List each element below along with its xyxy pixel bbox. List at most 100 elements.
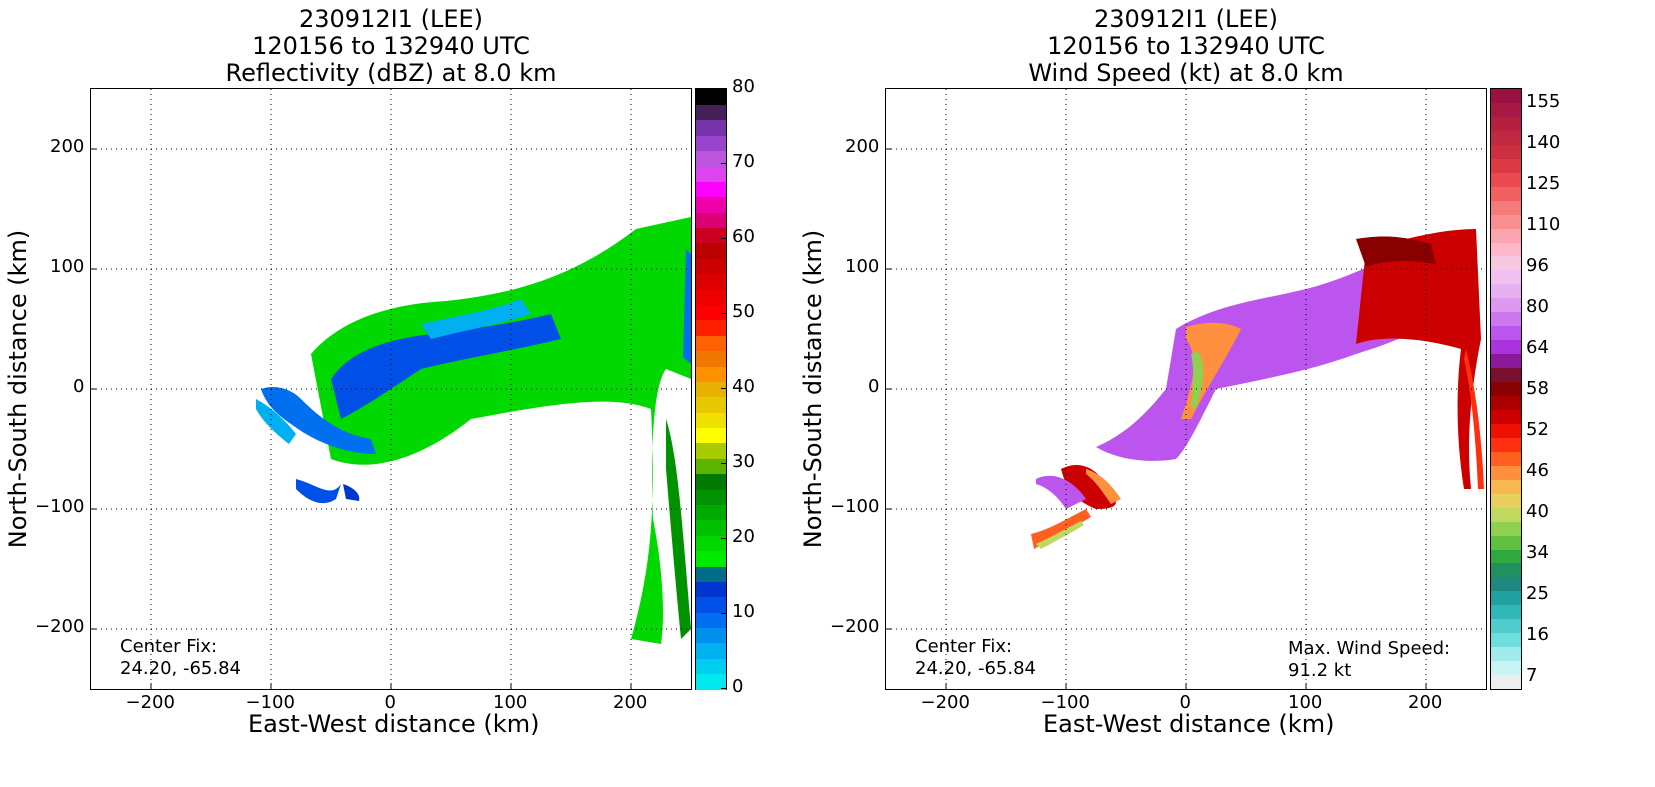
colorbar-segment xyxy=(1491,102,1521,117)
echo-shape xyxy=(421,299,531,339)
colorbar-segment xyxy=(1491,228,1521,243)
colorbar-segment xyxy=(696,273,726,290)
colorbar-segment xyxy=(696,627,726,644)
echo-shape xyxy=(311,217,691,644)
colorbar-tick-label: 34 xyxy=(1526,542,1549,563)
x-tick-label: −200 xyxy=(920,692,970,713)
colorbar-segment xyxy=(696,119,726,136)
center-fix-label: Center Fix: xyxy=(120,636,218,657)
wind-speed-plot-area xyxy=(885,88,1487,690)
echo-shape xyxy=(1036,475,1086,509)
colorbar-segment xyxy=(1491,186,1521,201)
colorbar-segment xyxy=(696,104,726,121)
max-wind-label: Max. Wind Speed: xyxy=(1288,638,1451,659)
colorbar-segment xyxy=(1491,340,1521,355)
colorbar-segment xyxy=(1491,437,1521,452)
colorbar-segment xyxy=(696,412,726,429)
y-tick-label: −100 xyxy=(830,496,880,517)
colorbar-segment xyxy=(1491,507,1521,522)
echo-shape xyxy=(1036,521,1084,549)
x-tick-label: 100 xyxy=(1288,692,1323,713)
echo-shape xyxy=(331,314,561,419)
colorbar-segment xyxy=(696,381,726,398)
colorbar-segment xyxy=(1491,479,1521,494)
colorbar-segment xyxy=(696,658,726,675)
colorbar-segment xyxy=(696,258,726,275)
wind-speed-colorbar xyxy=(1490,88,1522,690)
colorbar-segment xyxy=(1491,633,1521,648)
echo-shape xyxy=(296,479,341,504)
title-line-1: 230912I1 (LEE) xyxy=(1093,5,1279,33)
echo-shape xyxy=(1356,229,1481,489)
colorbar-segment xyxy=(696,242,726,259)
colorbar-segment xyxy=(1491,382,1521,397)
colorbar-segment xyxy=(1491,270,1521,285)
echo-shape xyxy=(1031,509,1091,549)
colorbar-segment xyxy=(1491,577,1521,592)
colorbar-tick-mark xyxy=(721,313,726,314)
colorbar-segment xyxy=(1491,298,1521,313)
colorbar-segment xyxy=(1491,130,1521,145)
colorbar-segment xyxy=(696,165,726,182)
colorbar-segment xyxy=(696,581,726,598)
colorbar-segment xyxy=(1491,423,1521,438)
colorbar-segment xyxy=(696,596,726,613)
x-tick-label: 0 xyxy=(1179,692,1191,713)
colorbar-segment xyxy=(1491,605,1521,620)
colorbar-tick-label: 60 xyxy=(732,226,755,247)
colorbar-segment xyxy=(1491,144,1521,159)
colorbar-tick-label: 50 xyxy=(732,301,755,322)
y-tick-label: 200 xyxy=(50,136,85,157)
title-line-1: 230912I1 (LEE) xyxy=(298,5,484,33)
colorbar-segment xyxy=(696,304,726,321)
colorbar-segment xyxy=(696,350,726,367)
colorbar-tick-mark xyxy=(721,688,726,689)
colorbar-tick-label: 110 xyxy=(1526,214,1561,235)
x-tick-label: −200 xyxy=(125,692,175,713)
colorbar-segment xyxy=(1491,116,1521,131)
echo-shape xyxy=(683,249,691,364)
reflectivity-colorbar xyxy=(695,88,727,690)
colorbar-segment xyxy=(1491,549,1521,564)
colorbar-segment xyxy=(1491,326,1521,341)
echo-shape xyxy=(1356,236,1436,267)
colorbar-tick-label: 40 xyxy=(1526,501,1549,522)
colorbar-tick-label: 20 xyxy=(732,526,755,547)
center-fix-value: 24.20, -65.84 xyxy=(915,658,1036,679)
colorbar-tick-label: 155 xyxy=(1526,91,1561,112)
y-tick-label: 100 xyxy=(845,256,880,277)
colorbar-segment xyxy=(696,612,726,629)
colorbar-segment xyxy=(1491,409,1521,424)
colorbar-segment xyxy=(696,289,726,305)
reflectivity-plot-svg xyxy=(91,89,691,689)
colorbar-tick-mark xyxy=(721,613,726,614)
y-tick-label: 100 xyxy=(50,256,85,277)
colorbar-segment xyxy=(1491,354,1521,369)
echo-shape xyxy=(343,484,360,501)
colorbar-segment xyxy=(696,396,726,413)
title-line-2: 120156 to 132940 UTC xyxy=(1047,32,1325,60)
colorbar-tick-label: 7 xyxy=(1526,665,1538,686)
colorbar-segment xyxy=(1491,368,1521,383)
x-tick-label: 100 xyxy=(493,692,528,713)
echo-shape xyxy=(1061,464,1116,509)
title-line-3: Wind Speed (kt) at 8.0 km xyxy=(1028,59,1344,87)
colorbar-tick-label: 96 xyxy=(1526,255,1549,276)
y-axis-label: North-South distance (km) xyxy=(799,229,827,549)
echo-shape xyxy=(1086,469,1121,504)
colorbar-segment xyxy=(1491,493,1521,508)
colorbar-segment xyxy=(1491,242,1521,257)
echo-shape xyxy=(1464,349,1484,489)
colorbar-segment xyxy=(696,442,726,459)
y-tick-label: −100 xyxy=(35,496,85,517)
colorbar-tick-mark xyxy=(721,163,726,164)
colorbar-segment xyxy=(1491,312,1521,327)
colorbar-tick-mark xyxy=(721,238,726,239)
max-wind-value: 91.2 kt xyxy=(1288,660,1352,681)
colorbar-tick-label: 80 xyxy=(1526,296,1549,317)
x-tick-label: 200 xyxy=(1408,692,1443,713)
colorbar-segment xyxy=(1491,158,1521,173)
colorbar-segment xyxy=(1491,89,1521,103)
colorbar-segment xyxy=(1491,172,1521,187)
colorbar-segment xyxy=(696,89,726,105)
